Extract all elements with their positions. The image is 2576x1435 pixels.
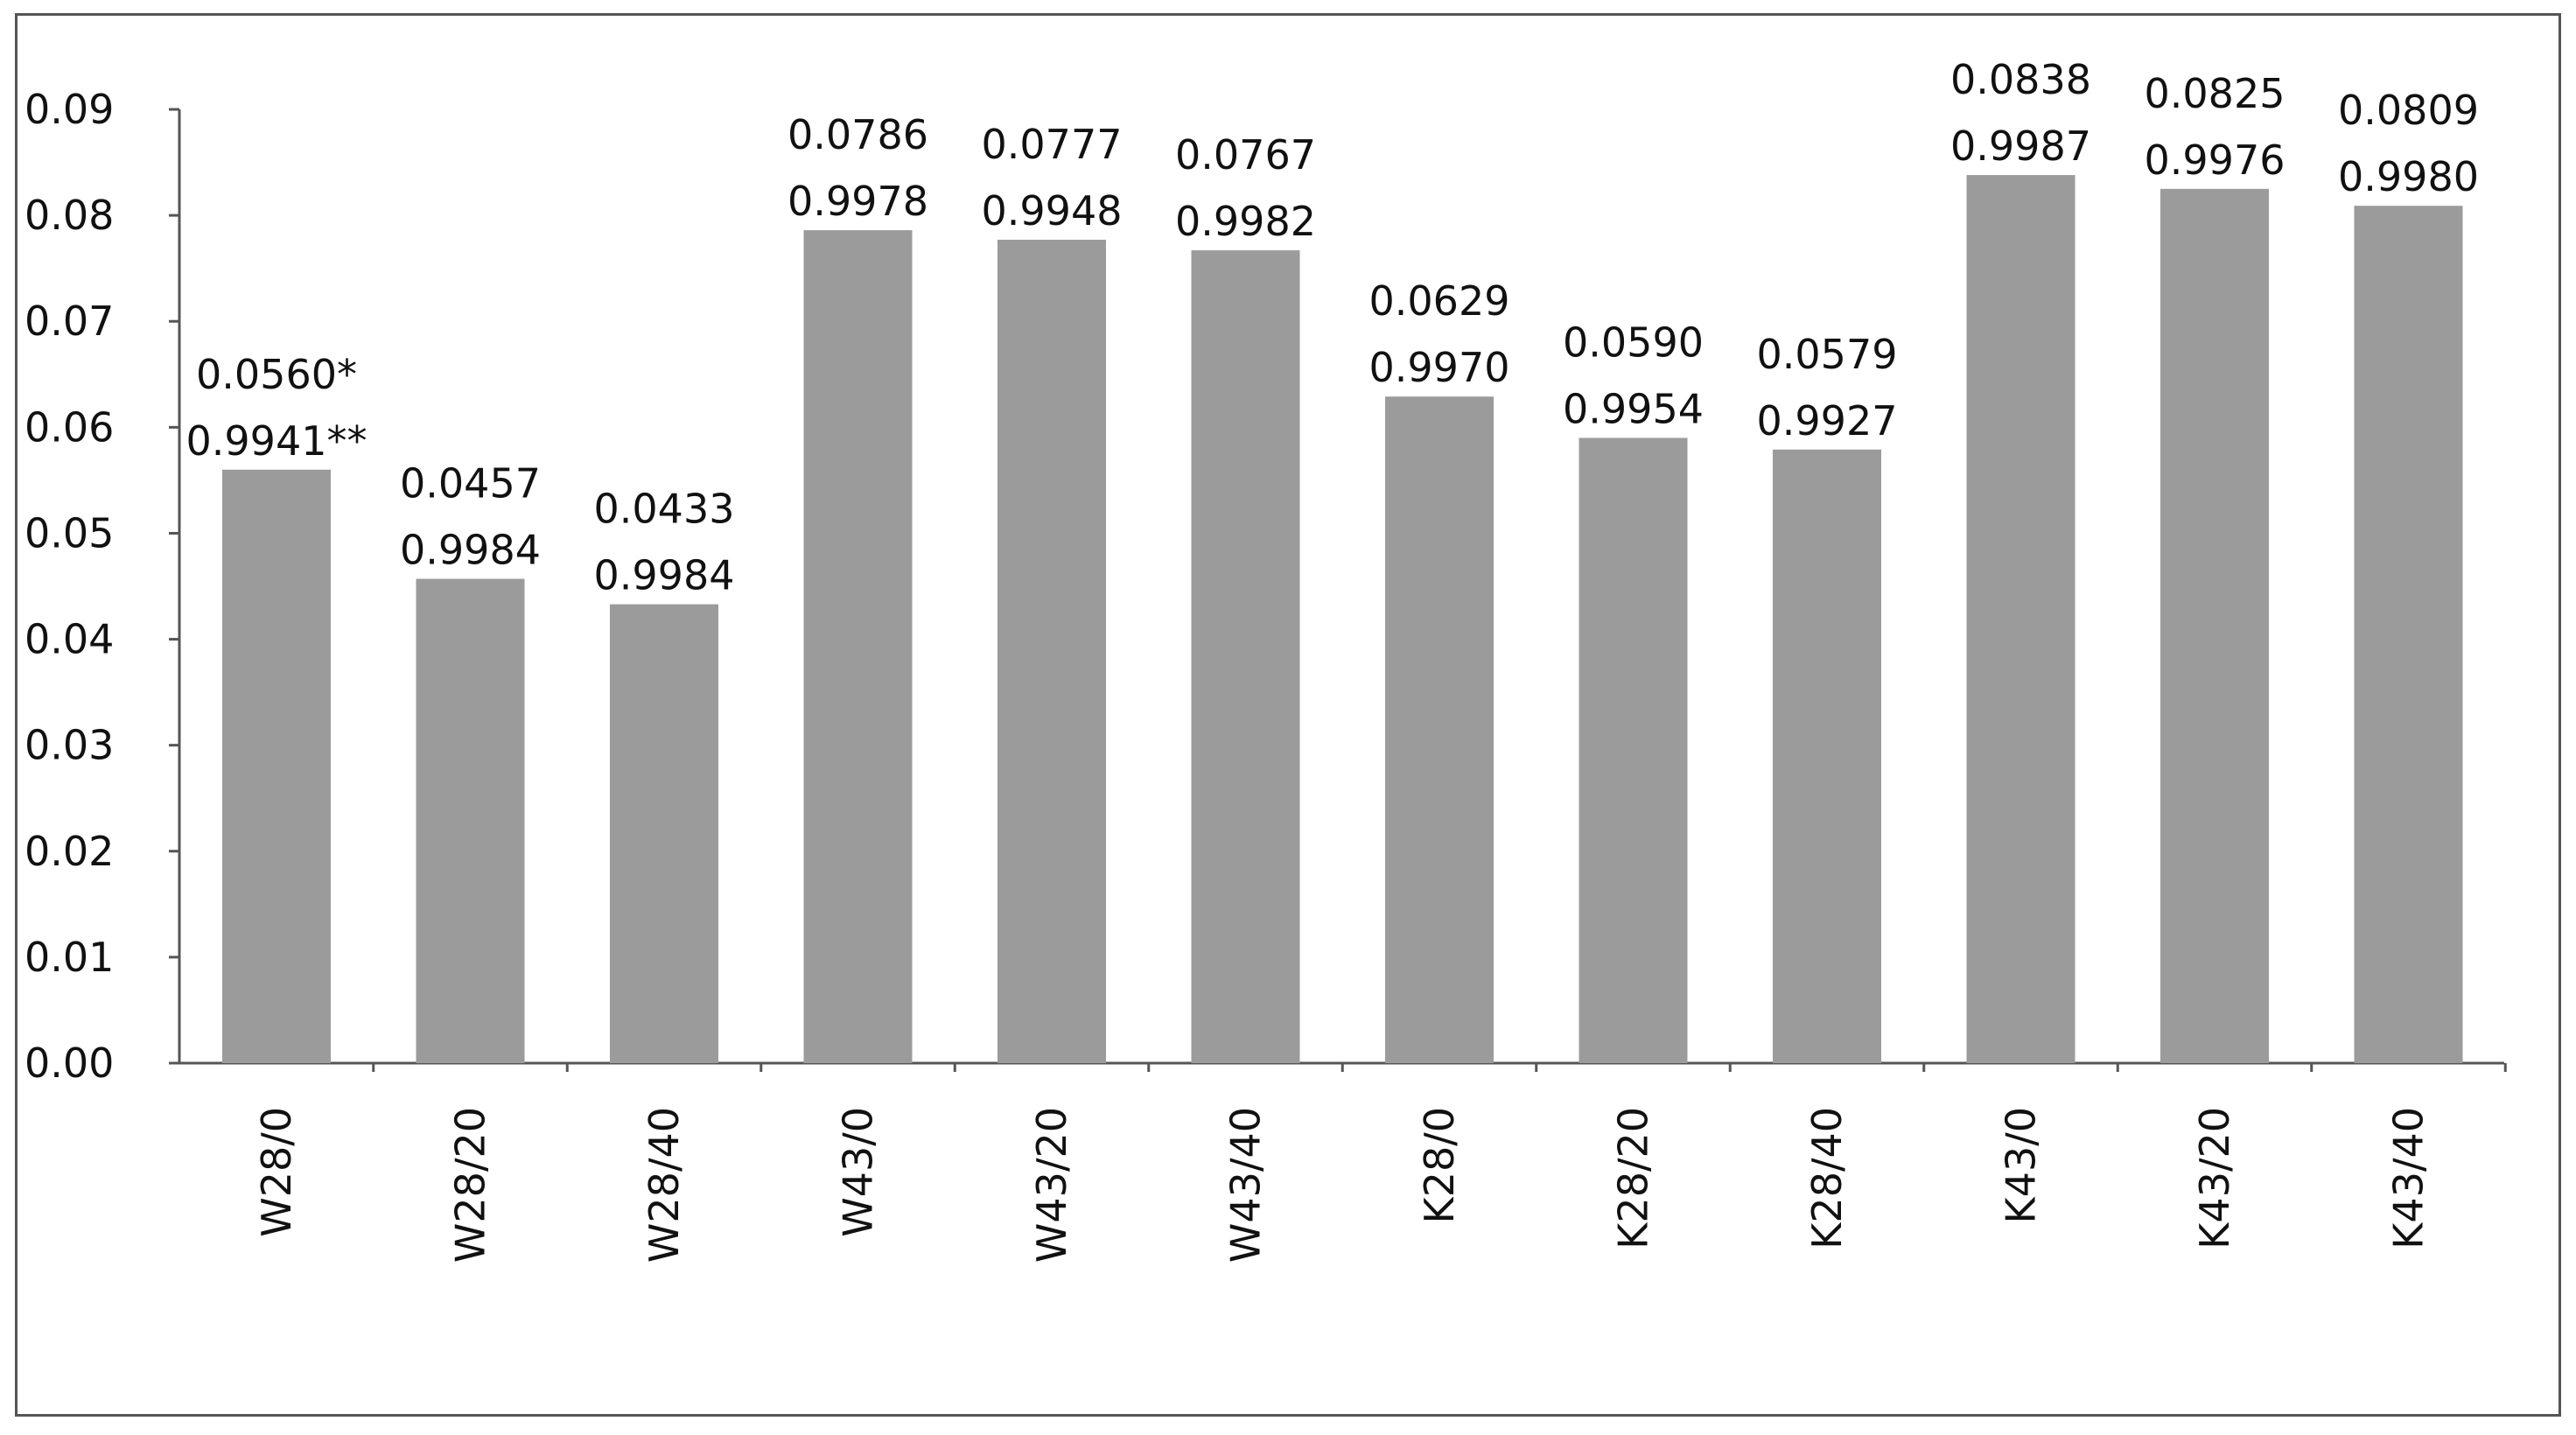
data-label-r2: 0.9976 bbox=[2145, 136, 2286, 184]
data-label-value: 0.0767 bbox=[1175, 131, 1316, 178]
bar bbox=[998, 239, 1106, 1063]
data-label-r2: 0.9984 bbox=[400, 527, 541, 574]
x-category-label: W43/20 bbox=[1028, 1107, 1075, 1263]
x-category-label: K28/40 bbox=[1803, 1107, 1851, 1250]
y-tick-label: 0.06 bbox=[24, 403, 114, 451]
x-category-label: K43/40 bbox=[2385, 1107, 2432, 1250]
data-label-r2: 0.9941** bbox=[186, 417, 368, 465]
x-category-label: K43/0 bbox=[1998, 1107, 2045, 1223]
x-category-label: W43/0 bbox=[835, 1107, 882, 1237]
data-label-r2: 0.9980 bbox=[2338, 153, 2479, 200]
y-tick-label: 0.01 bbox=[24, 934, 114, 981]
bar bbox=[1578, 438, 1688, 1063]
bar bbox=[2354, 206, 2463, 1063]
bar bbox=[2160, 188, 2269, 1064]
data-label-r2: 0.9978 bbox=[788, 178, 928, 225]
data-label-value: 0.0786 bbox=[788, 111, 928, 158]
data-label-value: 0.0809 bbox=[2338, 87, 2479, 134]
data-label-value: 0.0433 bbox=[594, 486, 735, 533]
data-label-r2: 0.9954 bbox=[1563, 385, 1704, 432]
data-label-value: 0.0838 bbox=[1950, 56, 2091, 103]
y-tick-label: 0.04 bbox=[24, 616, 114, 663]
bar bbox=[803, 230, 913, 1064]
data-label-r2: 0.9984 bbox=[594, 552, 735, 599]
bar bbox=[416, 578, 525, 1063]
data-label-value: 0.0825 bbox=[2145, 70, 2286, 117]
x-category-label: K28/0 bbox=[1416, 1107, 1463, 1223]
data-label-value: 0.0560* bbox=[196, 351, 357, 398]
x-category-label: K28/20 bbox=[1610, 1107, 1657, 1250]
bar bbox=[1191, 250, 1300, 1064]
bar bbox=[1773, 449, 1881, 1063]
data-label-r2: 0.9987 bbox=[1950, 122, 2091, 170]
data-label-r2: 0.9948 bbox=[982, 187, 1123, 234]
bar bbox=[1966, 175, 2076, 1064]
x-category-label: W28/40 bbox=[640, 1107, 688, 1263]
data-label-value: 0.0590 bbox=[1563, 318, 1704, 366]
data-label-value: 0.0579 bbox=[1757, 331, 1898, 378]
bar bbox=[610, 604, 718, 1063]
x-category-label: W43/40 bbox=[1222, 1107, 1270, 1263]
x-category-label: W28/0 bbox=[253, 1107, 300, 1237]
y-tick-label: 0.02 bbox=[24, 828, 114, 875]
y-tick-label: 0.00 bbox=[24, 1040, 114, 1087]
data-label-r2: 0.9927 bbox=[1757, 397, 1898, 444]
data-label-value: 0.0777 bbox=[982, 121, 1123, 168]
y-tick-label: 0.05 bbox=[24, 509, 114, 556]
bar bbox=[222, 469, 331, 1063]
data-label-value: 0.0629 bbox=[1369, 277, 1510, 325]
data-label-r2: 0.9970 bbox=[1369, 344, 1510, 391]
y-tick-label: 0.09 bbox=[24, 86, 114, 133]
y-tick-label: 0.08 bbox=[24, 192, 114, 239]
y-tick-label: 0.03 bbox=[24, 722, 114, 769]
x-category-label: K43/20 bbox=[2191, 1107, 2238, 1250]
data-label-r2: 0.9982 bbox=[1175, 198, 1316, 245]
bar bbox=[1385, 396, 1494, 1063]
x-category-label: W28/20 bbox=[447, 1107, 494, 1263]
data-label-value: 0.0457 bbox=[400, 460, 541, 508]
y-tick-label: 0.07 bbox=[24, 298, 114, 345]
